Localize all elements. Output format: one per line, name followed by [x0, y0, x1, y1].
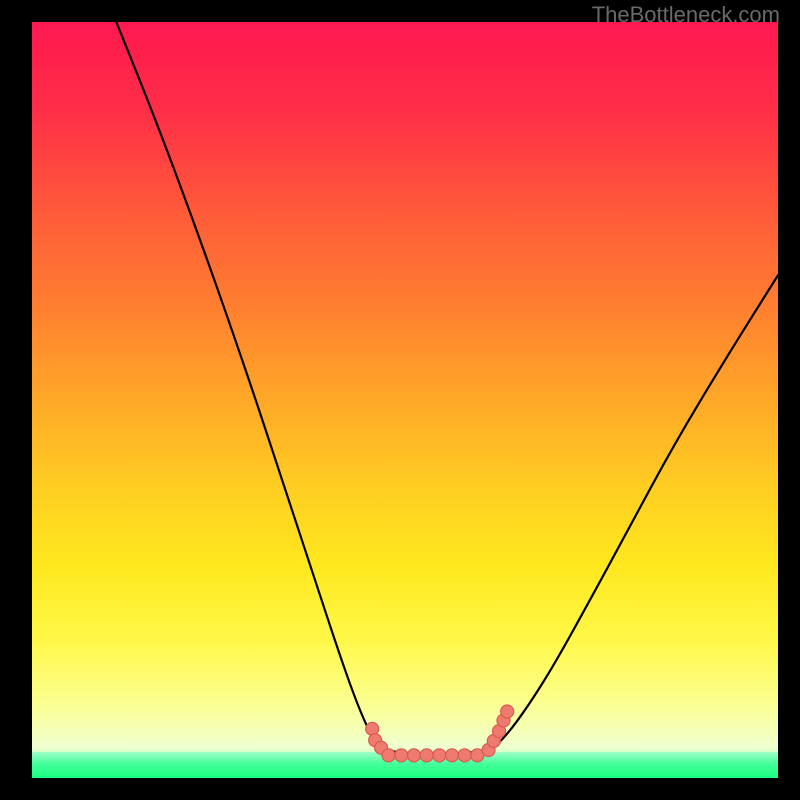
bottleneck-chart: TheBottleneck.com [0, 0, 800, 800]
bottom-row-marker-3 [420, 749, 433, 762]
bottom-row-marker-6 [458, 749, 471, 762]
watermark-text: TheBottleneck.com [592, 2, 780, 28]
plot-area [32, 22, 778, 778]
bottom-row-marker-0 [382, 749, 395, 762]
bottom-row-marker-2 [407, 749, 420, 762]
data-markers [32, 22, 778, 778]
bottom-row-marker-5 [446, 749, 459, 762]
right-cluster-marker-4 [501, 705, 514, 718]
bottom-row-marker-4 [433, 749, 446, 762]
bottom-row-marker-1 [395, 749, 408, 762]
